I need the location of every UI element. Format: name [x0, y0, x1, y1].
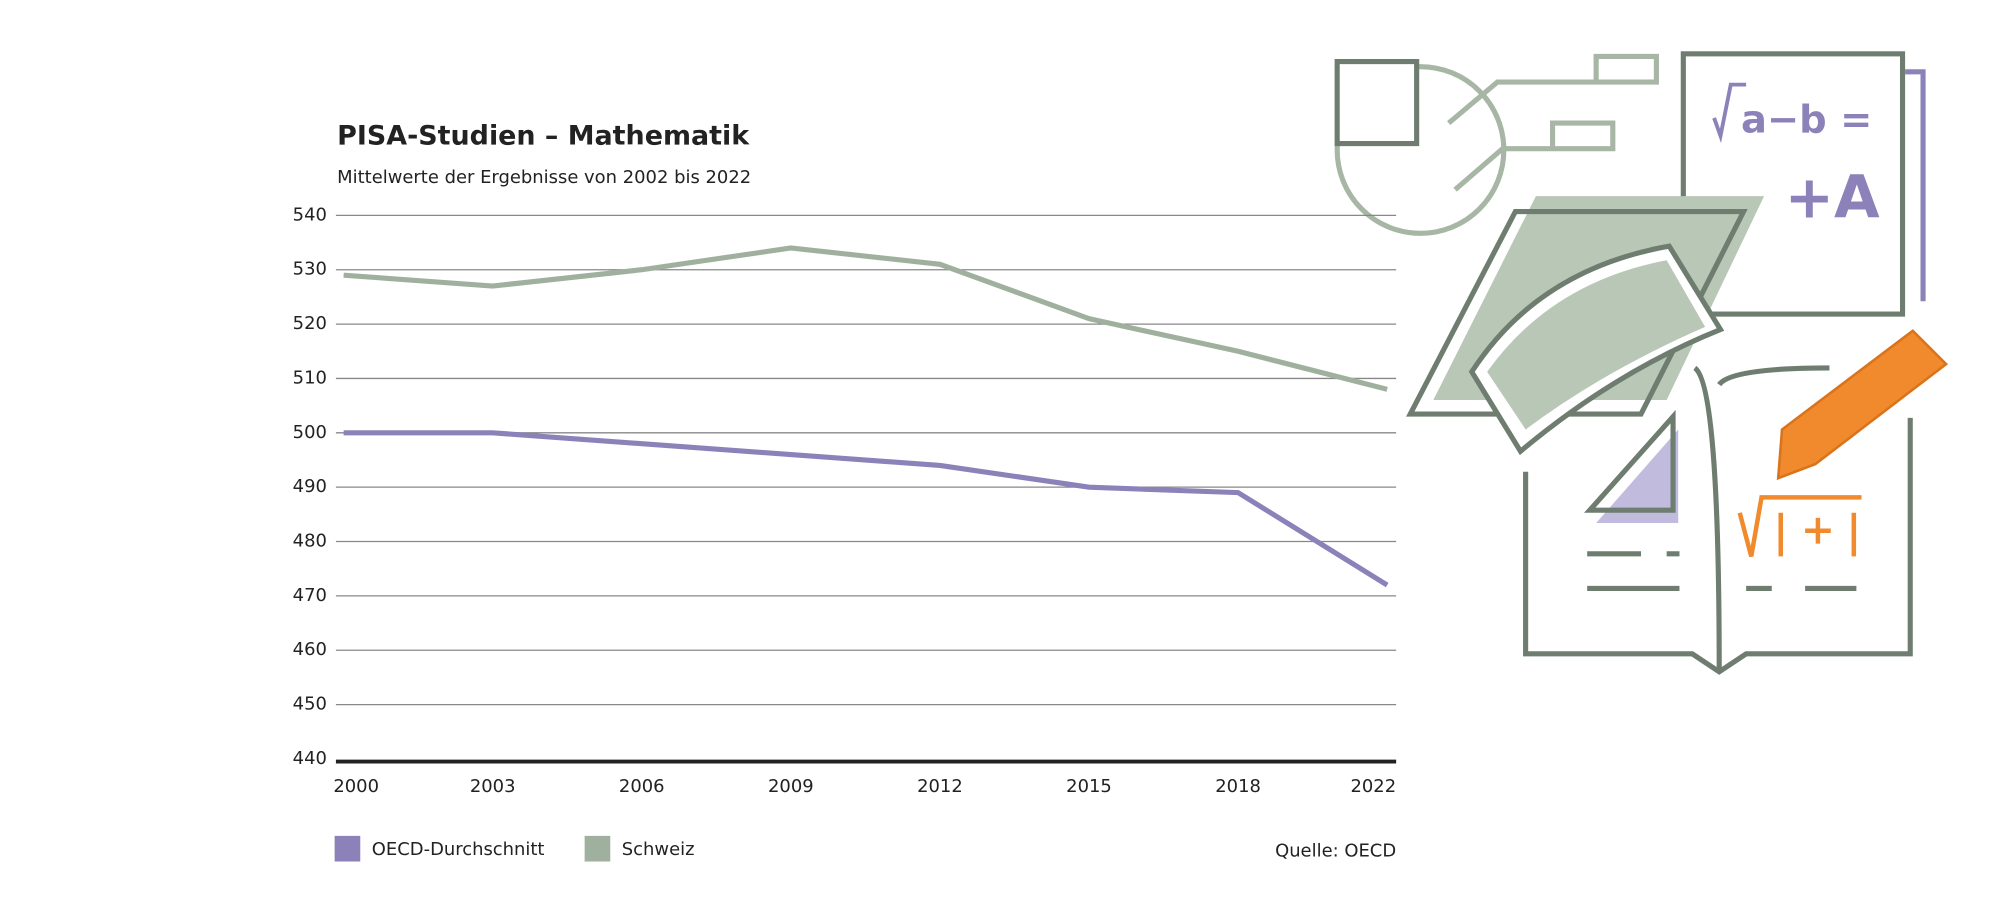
y-tick-label: 470 — [293, 585, 327, 606]
triangle — [1584, 409, 1676, 513]
pie-slice — [1334, 58, 1420, 147]
x-tick-label: 2015 — [1066, 776, 1112, 797]
lines — [1587, 551, 1857, 592]
legend-label: OECD-Durchschnitt — [372, 839, 545, 860]
x-tick-label: 2012 — [917, 776, 963, 797]
orange-formula — [1737, 495, 1862, 557]
source: Quelle: OECD — [1275, 840, 1396, 861]
cap-inner — [1487, 260, 1706, 430]
illustration: a−b = +A — [1334, 51, 1949, 675]
formula: a−b = — [1741, 97, 1872, 142]
chart-title: PISA-Studien – Mathematik — [337, 121, 750, 152]
x-tick-label: 2009 — [768, 776, 814, 797]
grade: +A — [1785, 162, 1880, 231]
y-tick-label: 480 — [293, 531, 327, 552]
chart-subtitle: Mittelwerte der Ergebnisse von 2002 bis … — [337, 167, 751, 188]
legend-label: Schweiz — [622, 839, 695, 860]
y-tick-label: 460 — [293, 639, 327, 660]
legend-swatch — [334, 835, 361, 862]
connectors — [1447, 53, 1659, 192]
x-tick-label: 2003 — [470, 776, 516, 797]
y-tick-label: 490 — [293, 476, 327, 497]
y-tick-label: 500 — [293, 422, 327, 443]
pencil — [1776, 329, 1949, 481]
book — [1523, 365, 1913, 675]
board-edge — [1905, 69, 1926, 302]
series-line — [343, 245, 1388, 392]
y-tick-label: 440 — [293, 748, 327, 769]
y-tick-label: 540 — [293, 204, 327, 225]
x-tick-label: 2000 — [333, 776, 379, 797]
x-tick-label: 2022 — [1350, 776, 1396, 797]
series-line — [343, 430, 1389, 588]
y-tick-label: 520 — [293, 313, 327, 334]
y-tick-label: 530 — [293, 259, 327, 280]
y-tick-label: 450 — [293, 694, 327, 715]
y-tick-label: 510 — [293, 367, 327, 388]
legend-swatch — [584, 835, 611, 862]
root-sign — [1712, 82, 1747, 144]
x-tick-label: 2018 — [1215, 776, 1261, 797]
x-tick-label: 2006 — [619, 776, 665, 797]
